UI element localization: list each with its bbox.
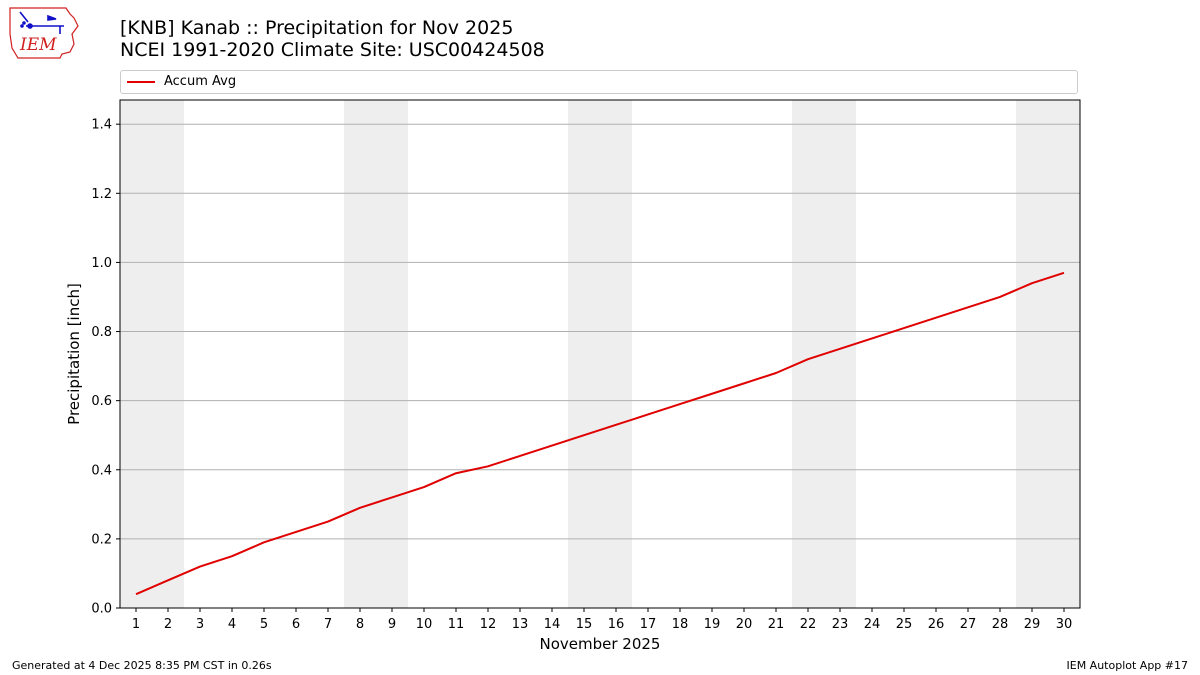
x-tick-label: 12 — [480, 617, 497, 632]
weekend-band-5 — [1016, 100, 1080, 608]
y-tick-label: 0.8 — [91, 325, 112, 340]
legend-label-accum-avg: Accum Avg — [164, 74, 237, 89]
x-tick-label: 4 — [228, 617, 236, 632]
y-tick-label: 1.0 — [91, 256, 112, 271]
y-tick-label: 0.2 — [91, 532, 112, 547]
x-tick-label: 30 — [1056, 617, 1073, 632]
x-tick-label: 20 — [736, 617, 753, 632]
chart-subtitle: NCEI 1991-2020 Climate Site: USC00424508 — [120, 39, 545, 61]
x-tick-label: 9 — [388, 617, 396, 632]
x-tick-label: 29 — [1024, 617, 1041, 632]
x-tick-label: 3 — [196, 617, 204, 632]
x-tick-label: 28 — [992, 617, 1009, 632]
x-tick-label: 24 — [864, 617, 881, 632]
y-tick-label: 0.6 — [91, 394, 112, 409]
x-tick-label: 26 — [928, 617, 945, 632]
x-tick-label: 17 — [640, 617, 657, 632]
x-tick-label: 11 — [448, 617, 465, 632]
x-tick-label: 7 — [324, 617, 332, 632]
footer-app: IEM Autoplot App #17 — [1066, 659, 1189, 672]
x-tick-label: 8 — [356, 617, 364, 632]
y-tick-label: 1.4 — [91, 118, 112, 133]
logo-text: IEM — [19, 35, 57, 55]
weather-station-icon — [19, 11, 64, 34]
chart-title: [KNB] Kanab :: Precipitation for Nov 202… — [120, 17, 514, 39]
y-tick-label: 0.0 — [91, 602, 112, 617]
footer-generated: Generated at 4 Dec 2025 8:35 PM CST in 0… — [12, 659, 272, 672]
iem-logo: IEM — [9, 7, 79, 59]
x-tick-label: 19 — [704, 617, 721, 632]
weekend-band-3 — [568, 100, 632, 608]
weekend-band-1 — [120, 100, 184, 608]
x-tick-label: 23 — [832, 617, 849, 632]
x-tick-label: 6 — [292, 617, 300, 632]
weekend-band-4 — [792, 100, 856, 608]
x-tick-label: 21 — [768, 617, 785, 632]
y-tick-label: 1.2 — [91, 187, 112, 202]
x-tick-label: 13 — [512, 617, 529, 632]
x-tick-label: 25 — [896, 617, 913, 632]
y-axis-label: Precipitation [inch] — [65, 283, 83, 425]
x-tick-label: 27 — [960, 617, 977, 632]
y-tick-label: 0.4 — [91, 463, 112, 478]
x-tick-label: 1 — [132, 617, 140, 632]
series-line-accum-avg — [135, 271, 1065, 596]
x-tick-label: 15 — [576, 617, 593, 632]
legend-swatch-accum-avg — [127, 81, 155, 83]
x-axis-label: November 2025 — [540, 635, 661, 653]
x-tick-label: 5 — [260, 617, 268, 632]
x-tick-label: 14 — [544, 617, 561, 632]
x-tick-label: 16 — [608, 617, 625, 632]
legend: Accum Avg — [120, 70, 1078, 94]
x-tick-label: 18 — [672, 617, 689, 632]
x-tick-label: 22 — [800, 617, 817, 632]
weekend-band-2 — [344, 100, 408, 608]
x-tick-label: 10 — [416, 617, 433, 632]
x-tick-label: 2 — [164, 617, 172, 632]
